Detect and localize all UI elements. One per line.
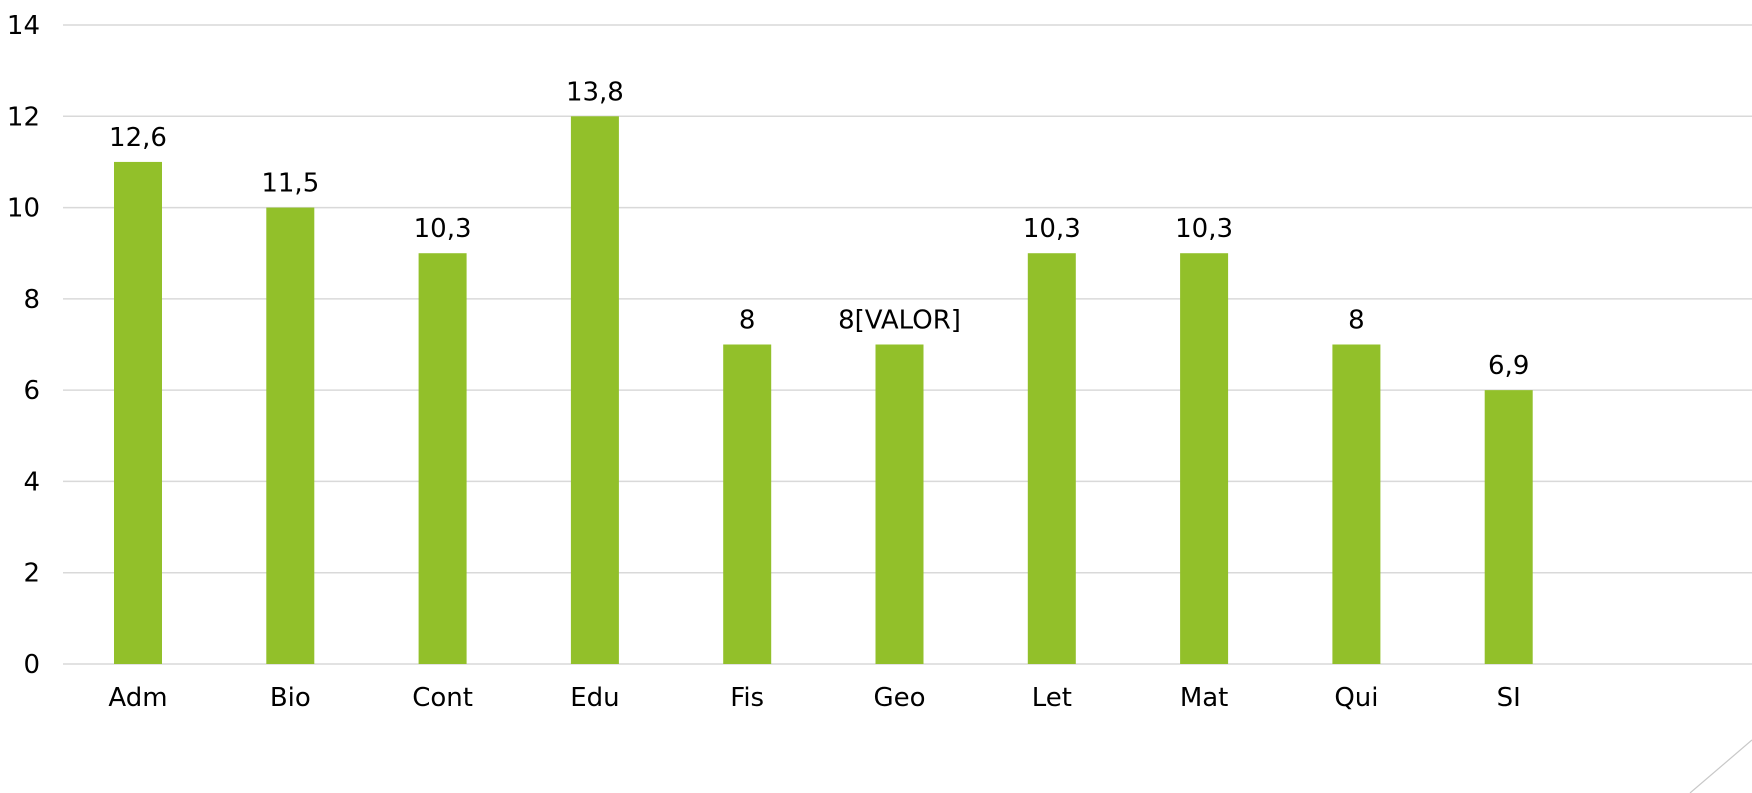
bar-bio — [266, 207, 315, 665]
y-tick-label-12: 12 — [7, 102, 40, 132]
x-tick-label-mat: Mat — [1180, 683, 1229, 713]
y-tick-label-4: 4 — [23, 467, 40, 497]
data-label-mat: 10,3 — [1175, 214, 1233, 244]
x-tick-label-fis: Fis — [730, 683, 764, 713]
x-tick-label-bio: Bio — [270, 683, 311, 713]
y-tick-label-0: 0 — [23, 650, 40, 680]
bar-edu — [570, 116, 619, 665]
bar-qui — [1332, 344, 1381, 664]
bar-si — [1484, 390, 1533, 664]
y-axis-tick-labels: 0 2 4 6 8 10 12 14 — [7, 11, 40, 680]
data-label-adm: 12,6 — [109, 123, 167, 153]
y-tick-label-10: 10 — [7, 194, 40, 224]
data-label-bio: 11,5 — [261, 169, 319, 199]
x-tick-label-geo: Geo — [873, 683, 925, 713]
x-tick-label-si: SI — [1497, 683, 1521, 713]
bar-let — [1027, 253, 1076, 664]
data-label-edu: 13,8 — [566, 77, 624, 107]
bar-fis — [723, 344, 772, 664]
data-label-si: 6,9 — [1488, 351, 1529, 381]
data-labels: 12,6 11,5 10,3 13,8 8 8[VALOR] 10,3 10,3 8 6,9 — [109, 77, 1529, 381]
x-tick-label-adm: Adm — [108, 683, 167, 713]
x-tick-label-edu: Edu — [570, 683, 619, 713]
bar-mat — [1180, 253, 1229, 664]
y-tick-label-14: 14 — [7, 11, 40, 41]
corner-decoration-line — [1689, 739, 1752, 793]
data-label-let: 10,3 — [1023, 214, 1081, 244]
data-label-geo: 8[VALOR] — [838, 306, 961, 336]
data-label-cont: 10,3 — [414, 214, 472, 244]
data-label-fis: 8 — [739, 306, 756, 336]
bar-geo — [875, 344, 924, 664]
data-label-qui: 8 — [1348, 306, 1365, 336]
bar-cont — [418, 253, 467, 664]
y-tick-label-8: 8 — [23, 285, 40, 315]
x-tick-label-cont: Cont — [412, 683, 473, 713]
y-tick-label-2: 2 — [23, 559, 40, 589]
x-tick-label-qui: Qui — [1334, 683, 1378, 713]
y-tick-label-6: 6 — [23, 376, 40, 406]
x-axis-category-labels: Adm Bio Cont Edu Fis Geo Let Mat Qui SI — [108, 683, 1520, 713]
bar-adm — [114, 161, 162, 664]
x-tick-label-let: Let — [1032, 683, 1072, 713]
bars — [114, 116, 1533, 665]
